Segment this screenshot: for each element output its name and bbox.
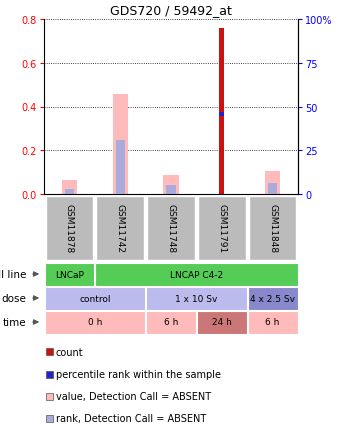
Bar [265, 171, 280, 194]
Bar [46, 371, 53, 378]
Bar [248, 287, 297, 310]
Text: dose: dose [1, 293, 26, 303]
Bar [146, 311, 196, 334]
Bar [46, 197, 93, 260]
Text: GSM11742: GSM11742 [116, 204, 125, 253]
Text: GSM11848: GSM11848 [268, 204, 277, 253]
Text: 4 x 2.5 Sv: 4 x 2.5 Sv [250, 294, 295, 303]
Text: count: count [56, 347, 84, 357]
Text: cell line: cell line [0, 270, 26, 279]
Text: value, Detection Call = ABSENT: value, Detection Call = ABSENT [56, 391, 211, 401]
Bar [113, 95, 128, 194]
Bar [219, 29, 224, 194]
Bar [45, 287, 145, 310]
Text: 1 x 10 Sv: 1 x 10 Sv [175, 294, 217, 303]
Text: 0 h: 0 h [87, 318, 102, 327]
Bar [45, 311, 145, 334]
Bar [198, 197, 246, 260]
Bar [146, 287, 247, 310]
Text: 6 h: 6 h [164, 318, 178, 327]
Bar [95, 263, 297, 286]
Text: percentile rank within the sample: percentile rank within the sample [56, 369, 221, 379]
Bar [219, 112, 224, 117]
Text: GSM11878: GSM11878 [65, 204, 74, 253]
Text: LNCAP C4-2: LNCAP C4-2 [170, 270, 223, 279]
Title: GDS720 / 59492_at: GDS720 / 59492_at [110, 4, 232, 17]
Text: control: control [79, 294, 110, 303]
Bar [116, 141, 125, 194]
Bar [62, 181, 77, 194]
Bar [197, 311, 247, 334]
Text: GSM11791: GSM11791 [217, 204, 226, 253]
Bar [166, 185, 176, 194]
Text: time: time [2, 317, 26, 327]
Text: 24 h: 24 h [212, 318, 232, 327]
Text: LNCaP: LNCaP [55, 270, 84, 279]
Bar [46, 415, 53, 422]
Bar [46, 349, 53, 355]
Text: 6 h: 6 h [265, 318, 280, 327]
Bar [96, 197, 144, 260]
Bar [268, 183, 277, 194]
Bar [248, 311, 297, 334]
Text: rank, Detection Call = ABSENT: rank, Detection Call = ABSENT [56, 414, 206, 424]
Bar [163, 176, 179, 194]
Bar [147, 197, 195, 260]
Text: GSM11748: GSM11748 [166, 204, 176, 253]
Bar [46, 393, 53, 400]
Bar [249, 197, 296, 260]
Bar [65, 189, 74, 194]
Bar [45, 263, 94, 286]
